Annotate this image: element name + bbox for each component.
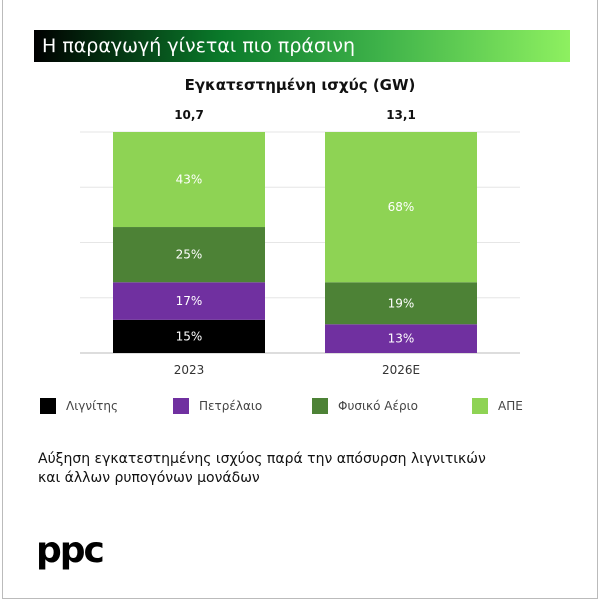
note: Αύξηση εγκατεστημένης ισχύος παρά την απ… xyxy=(38,450,558,488)
legend-swatch xyxy=(472,398,488,414)
data-label: 13% xyxy=(388,332,415,346)
legend-swatch xyxy=(40,398,56,414)
data-label: 17% xyxy=(176,294,203,308)
note-line-2: και άλλων ρυπογόνων μονάδων xyxy=(38,470,260,486)
data-label: 68% xyxy=(388,200,415,214)
ppc-logo: ppc xyxy=(36,530,105,571)
legend-swatch xyxy=(312,398,328,414)
stacked-bar-chart: 15% 17% 25% 43% 10,7 2023 13% 19% 68% 13,1 2026E xyxy=(80,108,520,377)
bar-segment xyxy=(325,324,477,353)
data-label: 19% xyxy=(388,296,415,310)
bar-segment xyxy=(325,132,477,283)
x-tick-label: 2026E xyxy=(382,363,420,377)
data-label: 15% xyxy=(176,329,203,343)
legend-item: Πετρέλαιο xyxy=(173,398,262,414)
bar-segment xyxy=(113,132,265,228)
legend-item: Φυσικό Αέριο xyxy=(312,398,418,414)
legend-label: Φυσικό Αέριο xyxy=(338,399,418,413)
legend-label: Λιγνίτης xyxy=(66,399,119,413)
legend-label: ΑΠΕ xyxy=(498,399,523,413)
legend-label: Πετρέλαιο xyxy=(199,399,263,413)
note-line-1: Αύξηση εγκατεστημένης ισχύος παρά την απ… xyxy=(38,451,486,467)
data-label: 43% xyxy=(176,173,203,187)
legend-item: ΑΠΕ xyxy=(472,398,523,414)
bar-segment xyxy=(113,282,265,320)
chart-title: Εγκατεστημένη ισχύς (GW) xyxy=(184,76,416,94)
legend-swatch xyxy=(173,398,189,414)
bar-segment xyxy=(113,227,265,283)
total-label: 10,7 xyxy=(174,108,204,122)
header-banner: Η παραγωγή γίνεται πιο πράσινη xyxy=(34,30,570,62)
bar-segment xyxy=(113,319,265,353)
data-label: 25% xyxy=(176,248,203,262)
bar-segment xyxy=(325,282,477,325)
total-label: 13,1 xyxy=(386,108,416,122)
legend-item: Λιγνίτης xyxy=(40,398,118,414)
x-tick-label: 2023 xyxy=(174,363,205,377)
